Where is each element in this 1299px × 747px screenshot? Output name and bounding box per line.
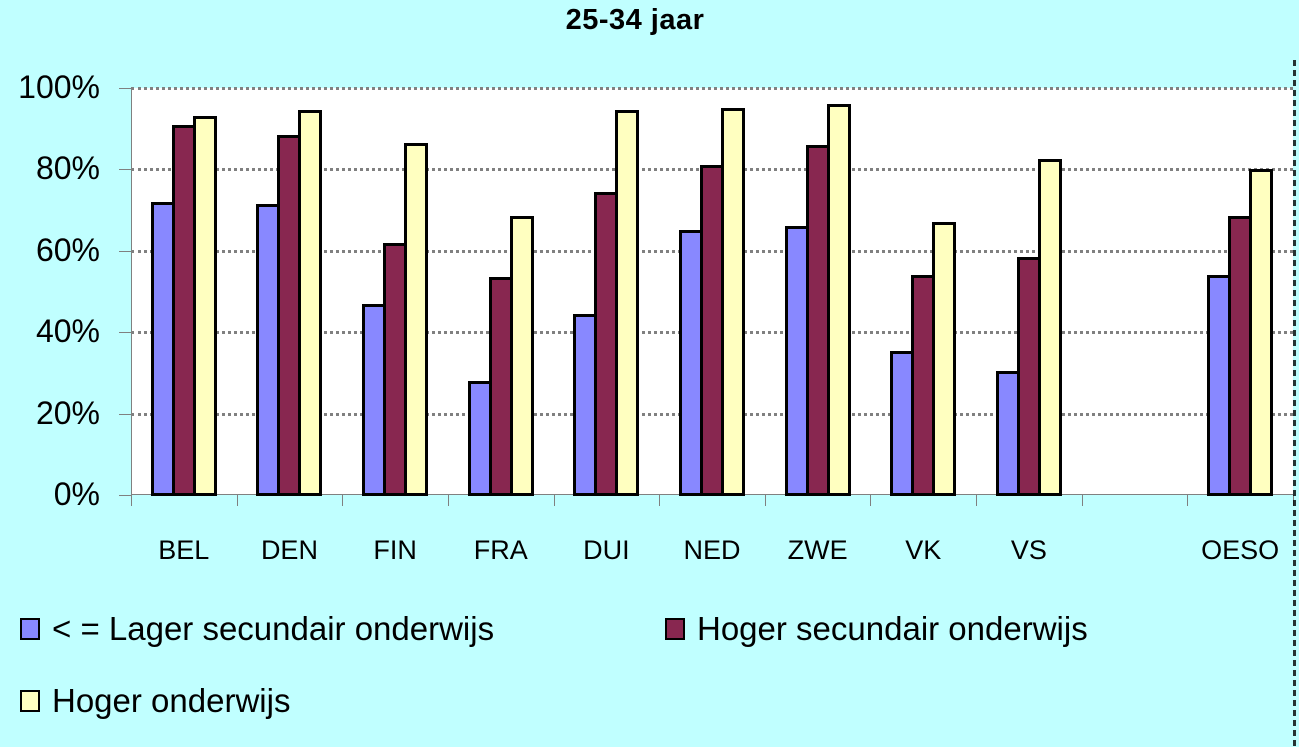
bar — [192, 116, 217, 496]
x-tick — [553, 495, 555, 506]
x-tick-label: BEL — [158, 535, 210, 565]
y-axis — [131, 88, 132, 504]
bar — [615, 110, 640, 496]
bar — [1249, 169, 1274, 496]
legend-item: Hoger onderwijs — [20, 682, 290, 720]
bar — [362, 303, 387, 496]
x-tick-label: ZWE — [787, 535, 848, 565]
y-tick-label: 40% — [35, 313, 100, 350]
bar — [1037, 159, 1062, 496]
legend-item: Hoger secundair onderwijs — [665, 610, 1088, 648]
x-tick-label: OESO — [1201, 535, 1280, 565]
bar — [932, 222, 957, 496]
legend-swatch-icon — [20, 618, 40, 640]
x-tick — [1187, 495, 1189, 506]
bar — [298, 110, 323, 496]
x-tick-label: DEN — [260, 535, 318, 565]
bar — [509, 216, 534, 496]
y-tick-label: 0% — [53, 476, 100, 512]
legend-label: < = Lager secundair onderwijs — [52, 610, 495, 647]
y-tick — [119, 250, 131, 252]
x-tick — [131, 495, 132, 506]
bar — [573, 313, 598, 496]
y-tick — [119, 169, 131, 171]
x-tick — [659, 495, 661, 506]
x-tick-label: FIN — [373, 535, 417, 565]
bar — [826, 104, 851, 496]
x-tick-label: VS — [1010, 535, 1047, 565]
x-tick — [236, 495, 238, 506]
legend-label: Hoger onderwijs — [52, 682, 291, 719]
right-edge-border — [1293, 60, 1296, 747]
y-tick-label: 100% — [18, 69, 100, 105]
x-tick — [764, 495, 766, 506]
bar — [404, 142, 429, 496]
x-tick-label: NED — [683, 535, 741, 565]
y-tick — [119, 88, 131, 89]
x-tick-label: VK — [905, 535, 942, 565]
legend-label: Hoger secundair onderwijs — [697, 610, 1088, 647]
y-tick — [119, 413, 131, 415]
x-tick-label: FRA — [473, 535, 528, 565]
y-tick-label: 80% — [35, 150, 100, 187]
chart-title: 25-34 jaar — [565, 4, 705, 36]
x-tick — [870, 495, 872, 506]
bar — [721, 108, 745, 496]
x-tick-label: DUI — [583, 535, 630, 565]
legend-item: < = Lager secundair onderwijs — [20, 610, 494, 648]
gridline — [131, 87, 1293, 90]
x-tick — [1081, 495, 1083, 506]
y-tick-label: 60% — [35, 231, 100, 268]
y-tick-label: 20% — [35, 394, 100, 431]
x-tick — [976, 495, 978, 506]
legend-swatch-icon — [665, 618, 685, 640]
y-tick — [119, 332, 131, 334]
legend-swatch-icon — [20, 690, 40, 712]
x-tick — [447, 495, 449, 506]
x-tick — [342, 495, 344, 506]
y-tick — [119, 495, 131, 496]
